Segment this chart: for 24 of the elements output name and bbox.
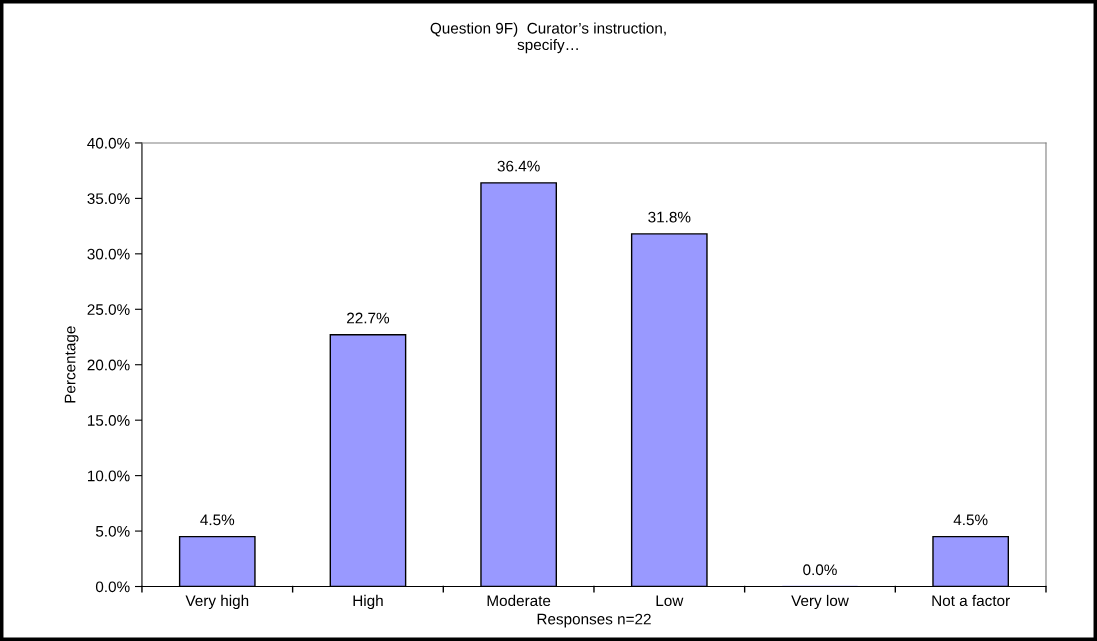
data-label: 4.5% — [953, 514, 988, 526]
x-tick-label: Very high — [185, 594, 249, 610]
y-tick-label: 40.0% — [87, 137, 130, 149]
data-label: 22.7% — [347, 312, 390, 324]
y-tick-label: 5.0% — [95, 525, 130, 537]
y-axis-title: Percentage — [64, 326, 79, 403]
data-label: 4.5% — [200, 514, 235, 526]
y-tick-label: 0.0% — [95, 581, 130, 593]
data-label: 36.4% — [497, 160, 540, 172]
x-tick-label: Not a factor — [932, 594, 1010, 607]
y-tick-label: 30.0% — [87, 248, 130, 260]
x-tick-label: Very low — [791, 594, 849, 610]
x-axis-title: Responses n=22 — [537, 613, 651, 628]
y-tick-label: 25.0% — [87, 304, 130, 315]
x-tick-label: High — [353, 594, 383, 610]
chart-title: Question 9F) Curator’s instruction, specify… — [430, 22, 666, 54]
y-tick-label: 35.0% — [87, 193, 130, 205]
x-tick-label: Low — [656, 595, 684, 607]
y-tick-label: 15.0% — [87, 415, 130, 426]
data-label: 0.0% — [803, 564, 837, 576]
x-tick-label: Moderate — [487, 594, 551, 607]
data-label: 31.8% — [648, 211, 691, 223]
y-tick-label: 20.0% — [87, 359, 130, 371]
y-tick-label: 10.0% — [87, 470, 130, 482]
